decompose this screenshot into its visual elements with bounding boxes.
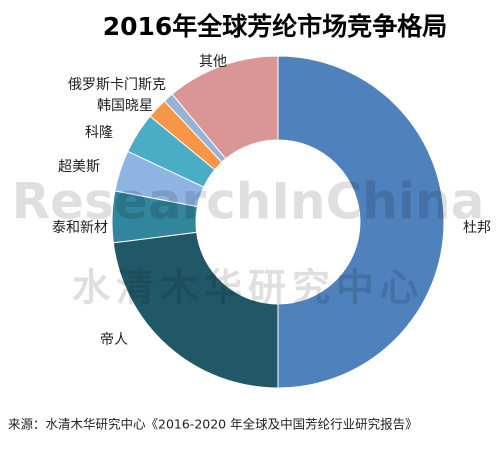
slice-label: 杜邦 — [463, 220, 491, 236]
slice-label: 其他 — [199, 54, 227, 70]
slice-label: 帝人 — [100, 332, 128, 348]
slices — [111, 55, 445, 389]
source-note: 来源：水清木华研究中心《2016-2020 年全球及中国芳纶行业研究报告》 — [8, 417, 418, 432]
watermark: ResearchInChina — [12, 173, 485, 231]
slice — [112, 231, 279, 389]
slice — [171, 55, 279, 160]
slice-label: 俄罗斯卡门斯克 — [68, 77, 166, 93]
chart-title: 2016年全球芳纶市场竞争格局 — [103, 12, 448, 41]
slice — [277, 55, 445, 389]
watermark: 水清木华研究中心 — [72, 266, 424, 310]
slice-label: 韩国晓星 — [97, 98, 153, 114]
slice-label: 泰和新材 — [52, 220, 108, 236]
slice-label: 超美斯 — [58, 159, 100, 175]
slice-label: 科隆 — [85, 125, 113, 141]
